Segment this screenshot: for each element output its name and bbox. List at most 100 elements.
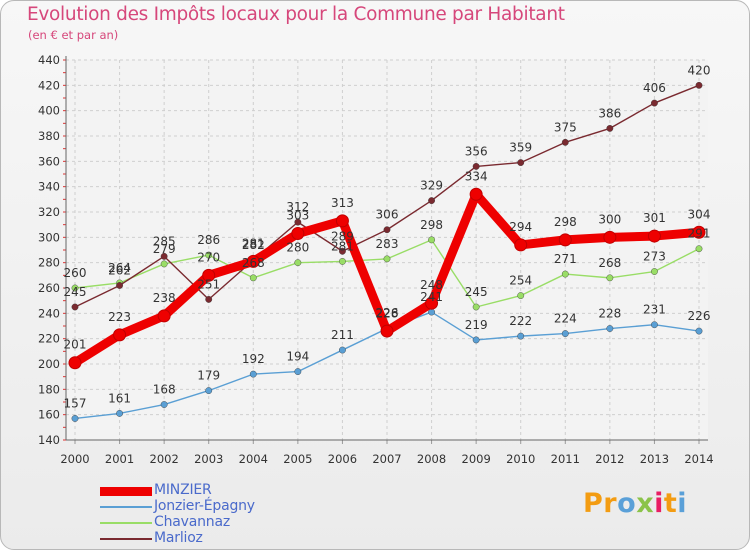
logo-letter: P xyxy=(583,488,604,519)
x-tick-label: 2012 xyxy=(595,452,624,466)
y-tick-label: 180 xyxy=(38,382,60,396)
y-tick-label: 200 xyxy=(38,357,60,371)
data-point xyxy=(695,327,703,335)
data-label: 231 xyxy=(643,303,666,317)
logo-letter: x xyxy=(636,488,655,519)
data-label: 179 xyxy=(197,369,220,383)
data-label: 161 xyxy=(108,391,131,405)
data-point xyxy=(383,226,391,234)
data-label: 264 xyxy=(108,261,131,275)
data-point xyxy=(116,282,123,289)
data-point xyxy=(205,387,213,394)
data-point xyxy=(116,409,123,417)
data-label: 280 xyxy=(286,241,309,255)
data-label: 192 xyxy=(242,352,265,366)
data-point xyxy=(606,124,614,132)
data-point xyxy=(517,332,525,340)
x-tick-label: 2010 xyxy=(506,452,535,466)
data-label: 282 xyxy=(242,238,265,252)
data-label: 241 xyxy=(420,290,443,304)
data-label: 294 xyxy=(509,220,532,234)
data-point xyxy=(294,368,302,375)
data-label: 298 xyxy=(420,218,443,232)
y-tick-label: 380 xyxy=(38,129,60,143)
data-label: 273 xyxy=(643,250,666,264)
data-label: 262 xyxy=(108,263,131,277)
data-label: 168 xyxy=(153,383,176,397)
data-point xyxy=(425,296,439,310)
data-label: 329 xyxy=(420,179,443,193)
data-label: 211 xyxy=(331,328,354,342)
data-point xyxy=(606,325,614,332)
x-tick-label: 2007 xyxy=(372,452,401,466)
proxiti-logo: Proxiti xyxy=(583,488,687,519)
x-tick-label: 2014 xyxy=(684,452,713,466)
data-point xyxy=(428,236,435,244)
data-label: 271 xyxy=(554,252,577,266)
data-point xyxy=(517,159,525,167)
data-label: 303 xyxy=(286,209,309,223)
data-label: 304 xyxy=(688,207,711,221)
x-tick-label: 2001 xyxy=(105,452,134,466)
data-label: 248 xyxy=(420,278,443,292)
data-point xyxy=(651,268,658,275)
data-label: 313 xyxy=(331,196,354,210)
data-point xyxy=(71,415,79,422)
data-point xyxy=(561,138,569,146)
data-label: 312 xyxy=(286,200,309,214)
data-point xyxy=(160,401,168,408)
data-label: 301 xyxy=(643,211,666,225)
data-label: 238 xyxy=(153,291,176,305)
data-label: 222 xyxy=(509,314,532,328)
data-label: 260 xyxy=(64,266,87,280)
data-point xyxy=(246,254,260,268)
y-tick-label: 400 xyxy=(38,104,60,118)
data-label: 281 xyxy=(242,236,265,250)
data-point xyxy=(472,336,480,344)
data-label: 286 xyxy=(197,233,220,247)
data-label: 251 xyxy=(197,277,220,291)
data-label: 281 xyxy=(331,239,354,253)
y-tick-label: 140 xyxy=(38,433,60,447)
logo-letter: o xyxy=(617,488,637,519)
data-label: 226 xyxy=(376,306,399,320)
data-point xyxy=(291,227,305,241)
data-point xyxy=(335,214,349,228)
data-label: 228 xyxy=(598,307,621,321)
y-tick-label: 160 xyxy=(38,408,60,422)
data-label: 356 xyxy=(465,144,488,158)
data-label: 291 xyxy=(688,227,711,241)
data-label: 406 xyxy=(643,81,666,95)
chart-subtitle: (en € et par an) xyxy=(28,28,119,42)
data-point xyxy=(514,238,528,252)
data-point xyxy=(157,309,171,323)
data-point xyxy=(71,284,79,292)
data-point xyxy=(517,292,525,299)
data-label: 298 xyxy=(554,215,577,229)
x-tick-label: 2005 xyxy=(283,452,312,466)
x-tick-label: 2002 xyxy=(150,452,179,466)
data-point xyxy=(472,303,480,311)
x-tick-label: 2006 xyxy=(328,452,357,466)
data-label: 223 xyxy=(108,310,131,324)
data-point xyxy=(160,252,168,260)
data-point xyxy=(695,81,703,89)
legend-swatch xyxy=(100,506,152,508)
logo-letter: i xyxy=(654,488,664,519)
legend-item: Jonzier-Épagny xyxy=(100,498,320,515)
logo-letter: t xyxy=(663,488,678,519)
data-label: 245 xyxy=(465,285,488,299)
plot-area xyxy=(66,60,708,440)
data-point xyxy=(651,321,658,329)
data-point xyxy=(71,303,79,311)
data-point xyxy=(380,324,394,338)
y-tick-label: 360 xyxy=(38,154,60,168)
data-point xyxy=(339,257,346,265)
data-label: 300 xyxy=(598,212,621,226)
y-tick-label: 260 xyxy=(38,281,60,295)
data-point xyxy=(339,346,346,354)
data-label: 268 xyxy=(598,256,621,270)
legend-item: Chavannaz xyxy=(100,514,320,531)
x-tick-label: 2000 xyxy=(60,452,89,466)
